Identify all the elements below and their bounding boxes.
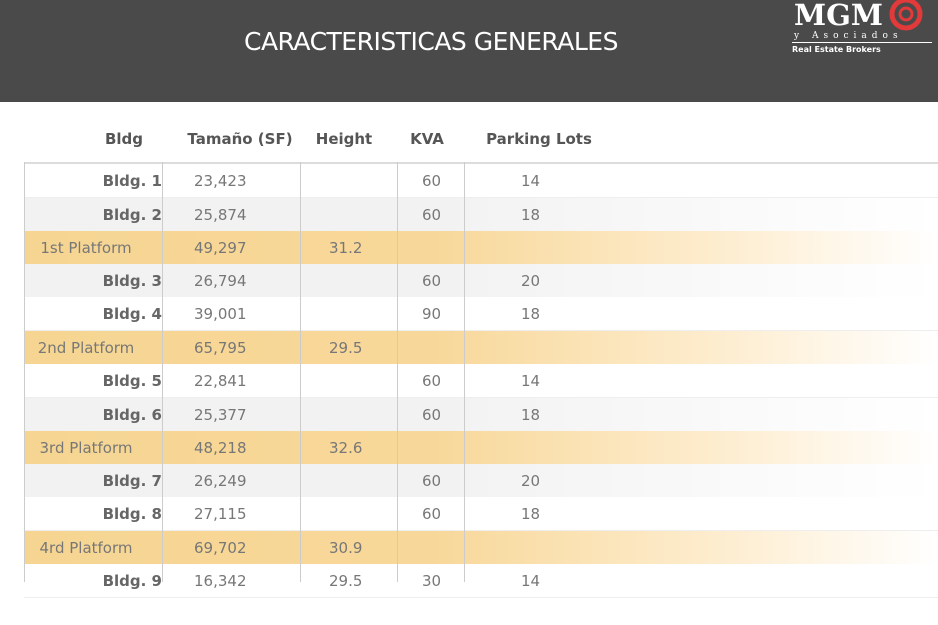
- cell-kva: 60: [422, 272, 442, 290]
- platform-row: 3rd Platform 48,218 32.6: [24, 431, 938, 464]
- cell-parking: 14: [521, 572, 541, 590]
- cell-height: 29.5: [329, 339, 363, 357]
- cell-parking: 18: [521, 305, 541, 323]
- cell-height: 32.6: [329, 439, 363, 457]
- column-header-parking: Parking Lots: [486, 130, 592, 148]
- table-row: Bldg. 8 27,115 60 18: [24, 497, 938, 531]
- cell-kva: [422, 439, 442, 457]
- table-header: Bldg Tamaño (SF) Height KVA Parking Lots: [24, 118, 938, 164]
- header-bar: CARACTERISTICAS GENERALES MGM y Asociado…: [0, 0, 938, 102]
- company-logo: MGM y Asociados Real Estate Brokers: [786, 0, 938, 60]
- cell-bldg: Bldg. 7: [102, 472, 162, 490]
- column-divider: [162, 162, 163, 582]
- cell-bldg: Bldg. 5: [102, 372, 162, 390]
- cell-height: [329, 406, 389, 424]
- cell-kva: 60: [422, 372, 442, 390]
- cell-height: [329, 472, 389, 490]
- cell-height: [329, 372, 389, 390]
- table-row: Bldg. 7 26,249 60 20: [24, 464, 938, 497]
- cell-size: 16,342: [194, 572, 247, 590]
- platform-row: 2nd Platform 65,795 29.5: [24, 331, 938, 364]
- cell-bldg: 1st Platform: [40, 239, 132, 257]
- logo-main-text: MGM: [794, 0, 883, 32]
- column-divider: [24, 162, 25, 582]
- cell-size: 22,841: [194, 372, 247, 390]
- cell-size: 26,794: [194, 272, 247, 290]
- cell-kva: 90: [422, 305, 442, 323]
- cell-bldg: Bldg. 1: [102, 172, 162, 190]
- cell-kva: 30: [422, 572, 442, 590]
- cell-kva: [422, 339, 442, 357]
- cell-parking: 20: [521, 472, 541, 490]
- cell-height: [329, 172, 389, 190]
- cell-size: 49,297: [194, 239, 247, 257]
- cell-kva: [422, 539, 442, 557]
- cell-parking: [521, 339, 561, 357]
- cell-parking: [521, 239, 561, 257]
- cell-size: 39,001: [194, 305, 247, 323]
- logo-divider: [792, 42, 932, 43]
- platform-row: 1st Platform 49,297 31.2: [24, 231, 938, 264]
- platform-row: 4rd Platform 69,702 30.9: [24, 531, 938, 564]
- page-title: CARACTERISTICAS GENERALES: [244, 27, 618, 56]
- cell-height: 29.5: [329, 572, 363, 590]
- cell-height: [329, 272, 389, 290]
- cell-bldg: Bldg. 3: [102, 272, 162, 290]
- cell-size: 48,218: [194, 439, 247, 457]
- column-header-bldg: Bldg: [104, 130, 144, 148]
- table-row: Bldg. 6 25,377 60 18: [24, 398, 938, 431]
- column-divider: [464, 162, 465, 582]
- cell-bldg: Bldg. 4: [102, 305, 162, 323]
- cell-kva: [422, 239, 442, 257]
- column-header-size: Tamaño (SF): [187, 130, 293, 148]
- cell-size: 23,423: [194, 172, 247, 190]
- cell-height: [329, 305, 389, 323]
- cell-height: 30.9: [329, 539, 363, 557]
- cell-parking: [521, 439, 561, 457]
- table-row: Bldg. 3 26,794 60 20: [24, 264, 938, 297]
- table-row: Bldg. 9 16,342 29.5 30 14: [24, 564, 938, 598]
- cell-parking: 14: [521, 372, 541, 390]
- cell-parking: 18: [521, 406, 541, 424]
- cell-height: [329, 505, 389, 523]
- column-header-height: Height: [315, 130, 373, 148]
- cell-bldg: Bldg. 2: [102, 206, 162, 224]
- column-divider: [300, 162, 301, 582]
- cell-kva: 60: [422, 206, 442, 224]
- cell-bldg: Bldg. 8: [102, 505, 162, 523]
- cell-kva: 60: [422, 172, 442, 190]
- logo-sub-text: y Asociados: [794, 31, 903, 41]
- column-divider: [397, 162, 398, 582]
- cell-parking: 18: [521, 206, 541, 224]
- characteristics-table: Bldg Tamaño (SF) Height KVA Parking Lots…: [24, 118, 938, 598]
- cell-parking: [521, 539, 561, 557]
- table-row: Bldg. 4 39,001 90 18: [24, 297, 938, 331]
- column-header-kva: KVA: [410, 130, 444, 148]
- cell-parking: 18: [521, 505, 541, 523]
- cell-bldg: 4rd Platform: [39, 539, 133, 557]
- cell-bldg: Bldg. 9: [102, 572, 162, 590]
- cell-bldg: 2nd Platform: [37, 339, 135, 357]
- logo-swirl-icon: [889, 0, 923, 31]
- cell-kva: 60: [422, 505, 442, 523]
- table-body: Bldg. 1 23,423 60 14 Bldg. 2 25,874 60 18 1st Pl…: [24, 164, 938, 598]
- cell-size: 26,249: [194, 472, 247, 490]
- logo-tagline: Real Estate Brokers: [792, 45, 881, 54]
- table-row: Bldg. 2 25,874 60 18: [24, 198, 938, 231]
- cell-height: [329, 206, 389, 224]
- cell-height: 31.2: [329, 239, 363, 257]
- cell-kva: 60: [422, 406, 442, 424]
- table-row: Bldg. 1 23,423 60 14: [24, 164, 938, 198]
- cell-size: 25,874: [194, 206, 247, 224]
- cell-bldg: Bldg. 6: [102, 406, 162, 424]
- cell-size: 25,377: [194, 406, 247, 424]
- cell-size: 69,702: [194, 539, 247, 557]
- cell-parking: 20: [521, 272, 541, 290]
- cell-size: 27,115: [194, 505, 247, 523]
- cell-bldg: 3rd Platform: [39, 439, 133, 457]
- cell-kva: 60: [422, 472, 442, 490]
- cell-parking: 14: [521, 172, 541, 190]
- table-row: Bldg. 5 22,841 60 14: [24, 364, 938, 398]
- cell-size: 65,795: [194, 339, 247, 357]
